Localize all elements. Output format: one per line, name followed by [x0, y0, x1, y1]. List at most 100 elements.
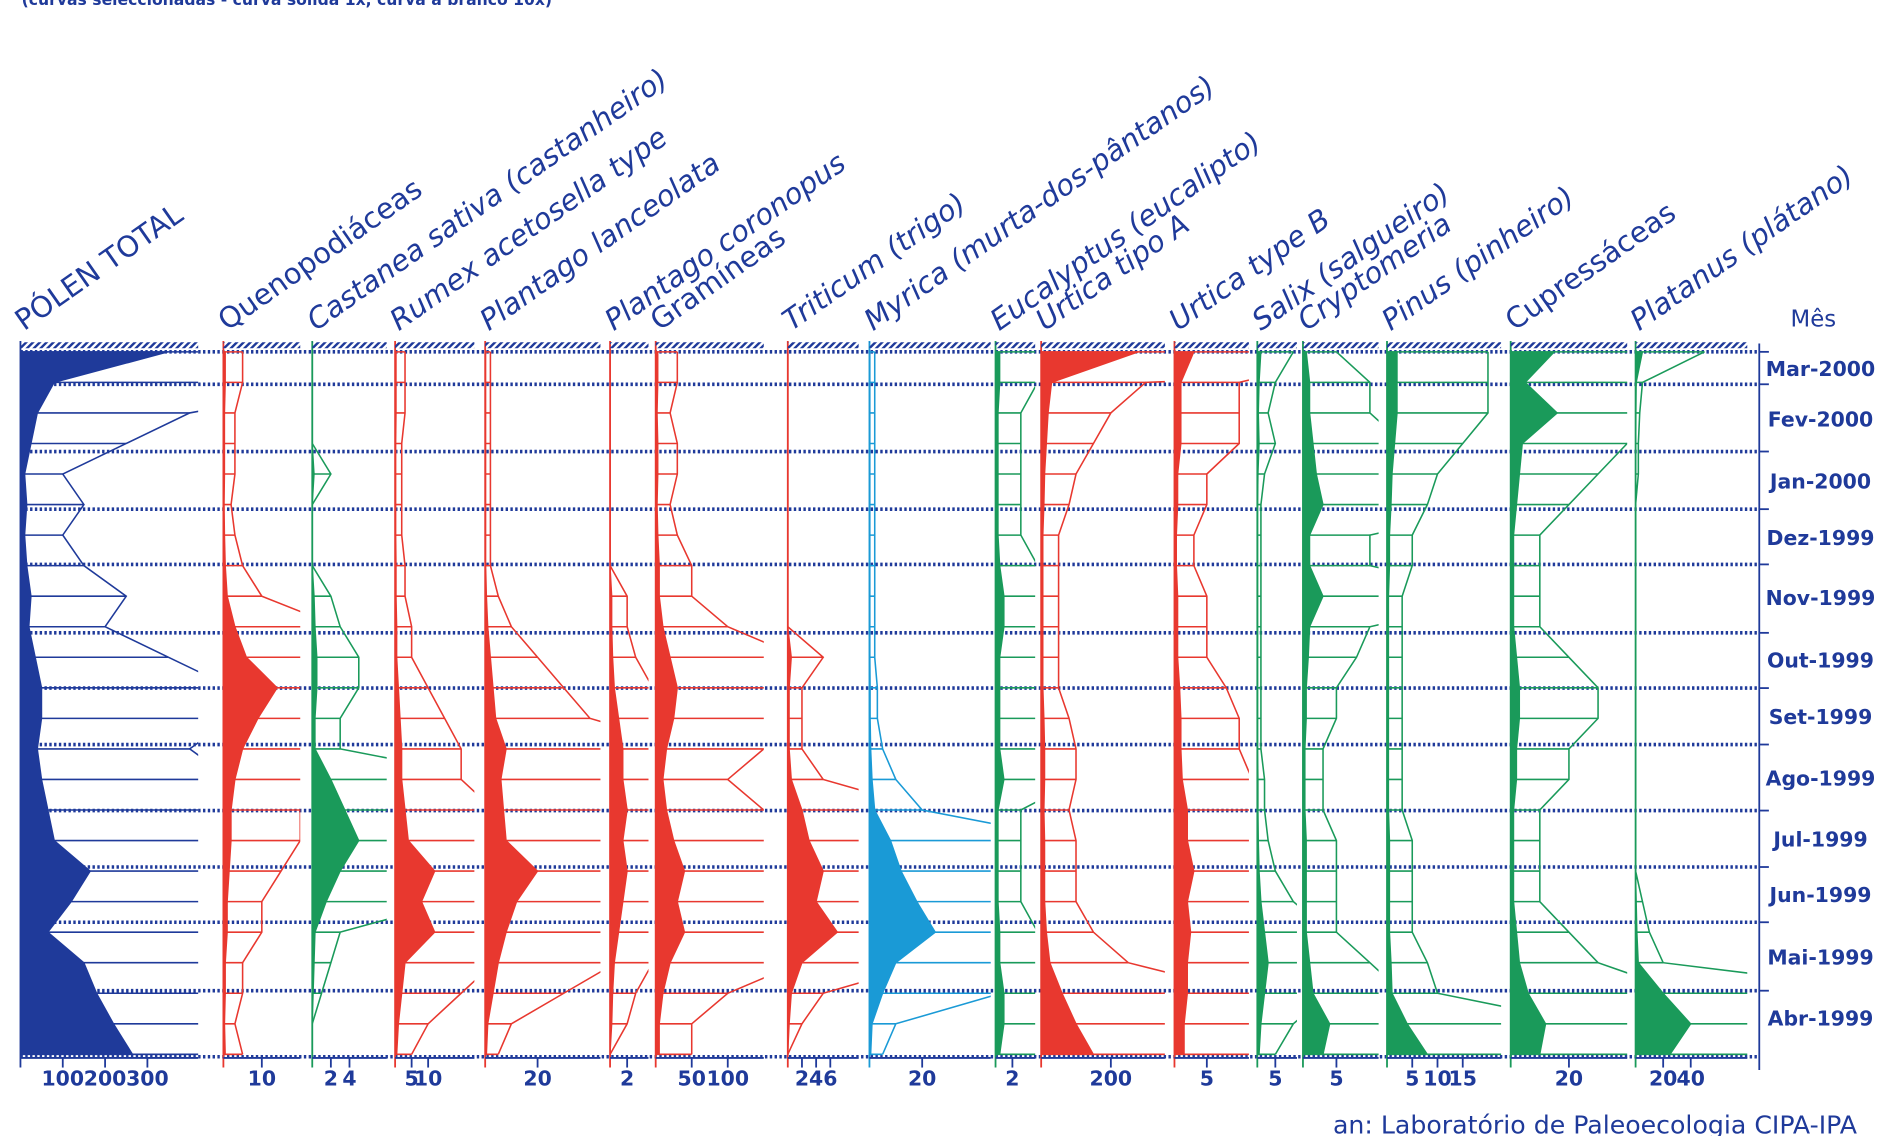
month-label: Dez-1999	[1767, 526, 1875, 550]
top-strip	[485, 342, 601, 349]
x-tick-label: 5	[1405, 1067, 1419, 1091]
area	[1635, 351, 1692, 1055]
area	[485, 351, 539, 1055]
area	[312, 351, 360, 1055]
area	[1302, 351, 1331, 1055]
x-tick-label: 5	[1200, 1067, 1214, 1091]
x-tick-label: 20	[523, 1067, 551, 1091]
x-tick-label: 10	[248, 1067, 276, 1091]
area	[1041, 351, 1139, 1055]
exaggerated-curve	[1193, 379, 1249, 774]
x-tick-label: 2	[795, 1067, 809, 1091]
top-strip	[1302, 342, 1379, 349]
month-label: Jun-1999	[1768, 883, 1872, 907]
month-label: Fev-2000	[1768, 407, 1874, 431]
footer: an: Laboratório de Paleoecologia CIPA-IP…	[1333, 1111, 1858, 1136]
x-tick-label: 10	[414, 1067, 442, 1091]
x-tick-label: 40	[1677, 1067, 1705, 1091]
area	[1174, 351, 1195, 1055]
top-strip	[869, 342, 991, 349]
panel	[223, 351, 301, 1056]
top-strip	[312, 342, 387, 349]
x-tick-label: 4	[342, 1067, 356, 1091]
x-tick-label: 200	[1090, 1067, 1133, 1091]
x-tick-label: 300	[126, 1067, 169, 1091]
x-tick-label: 15	[1449, 1067, 1477, 1091]
top-strip	[1041, 342, 1165, 349]
x-tick-label: 5	[1268, 1067, 1282, 1091]
x-tick-label: 20	[1555, 1067, 1583, 1091]
panel	[1174, 351, 1249, 1056]
area	[787, 351, 839, 1055]
x-tick-label: 20	[908, 1067, 936, 1091]
top-strip	[1174, 342, 1249, 349]
x-tick-label: 10	[1423, 1067, 1451, 1091]
top-strip	[995, 342, 1036, 349]
panel	[1387, 351, 1502, 1056]
top-strip	[20, 342, 199, 349]
area	[995, 351, 1005, 1055]
month-label: Mar-2000	[1766, 357, 1875, 381]
panel	[995, 351, 1036, 1056]
taxon-title: PÓLEN TOTAL	[9, 197, 189, 338]
exaggerated-curve	[1539, 442, 1628, 974]
area	[20, 351, 169, 1055]
exaggerated-curve	[1322, 351, 1379, 972]
panel	[1510, 351, 1628, 1056]
top-strip	[655, 342, 764, 349]
exaggerated-curve	[610, 351, 649, 1055]
caption: (curvas seleccionadas - curva sólida 1x,…	[22, 0, 552, 9]
x-tick-label: 2	[1005, 1067, 1019, 1091]
exaggerated-curve	[1635, 351, 1748, 974]
top-strip	[395, 342, 475, 349]
panel	[787, 351, 859, 1055]
top-strip	[1510, 342, 1628, 349]
panel	[485, 351, 601, 1056]
month-label: Abr-1999	[1768, 1007, 1874, 1031]
area	[1257, 351, 1269, 1055]
month-label: Nov-1999	[1766, 586, 1876, 610]
x-tick-label: 2	[324, 1067, 338, 1091]
exaggerated-curve	[873, 351, 991, 1055]
exaggerated-curve	[61, 410, 199, 756]
exaggerated-curve	[400, 351, 475, 1055]
x-tick-label: 200	[84, 1067, 127, 1091]
area	[869, 351, 937, 1055]
x-tick-label: 2	[620, 1067, 634, 1091]
x-tick-label: 4	[809, 1067, 823, 1091]
exaggerated-curve	[1020, 385, 1036, 930]
area	[655, 351, 686, 1055]
panel	[395, 351, 475, 1056]
exaggerated-curve	[489, 351, 601, 1055]
exaggerated-curve	[1057, 380, 1165, 973]
top-strip	[1257, 342, 1297, 349]
panel	[1041, 351, 1165, 1056]
month-label: Mai-1999	[1767, 945, 1873, 969]
x-tick-label: 50	[678, 1067, 706, 1091]
top-strip	[1387, 342, 1502, 349]
x-tick-label: 6	[823, 1067, 837, 1091]
panel	[1302, 351, 1379, 1056]
x-tick-label: 20	[1649, 1067, 1677, 1091]
area	[223, 351, 278, 1055]
exaggerated-curve	[312, 351, 387, 1055]
exaggerated-curve	[1401, 351, 1502, 1007]
exaggerated-curve	[230, 351, 301, 1055]
panel	[312, 351, 387, 1055]
exaggerated-curve	[787, 351, 859, 1055]
x-tick-label: 5	[1329, 1067, 1343, 1091]
panel	[610, 351, 649, 1055]
area	[1510, 351, 1559, 1055]
panel	[655, 351, 764, 1056]
panel	[869, 351, 991, 1056]
top-strip	[1635, 342, 1748, 349]
y-axis-title: Mês	[1791, 307, 1837, 333]
month-label: Set-1999	[1769, 705, 1873, 729]
exaggerated-curve	[1260, 351, 1297, 1055]
x-tick-label: 100	[706, 1067, 749, 1091]
month-label: Jul-1999	[1771, 828, 1867, 852]
x-tick-label: 5	[405, 1067, 419, 1091]
area	[610, 351, 628, 1055]
